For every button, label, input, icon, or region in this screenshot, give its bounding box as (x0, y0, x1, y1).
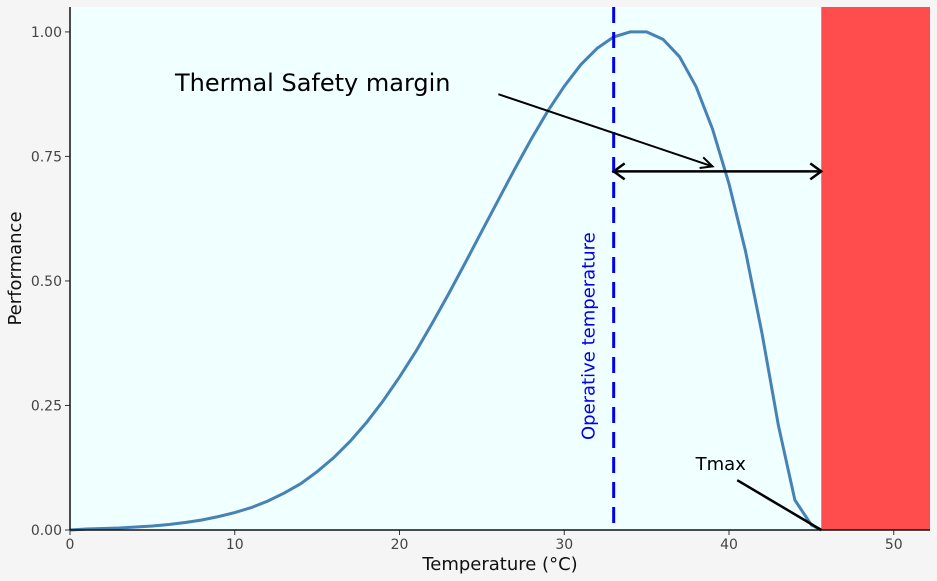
y-tick-label: 1.00 (31, 25, 62, 41)
y-tick-label: 0.00 (31, 523, 62, 539)
x-tick-label: 50 (885, 537, 903, 553)
operative-temperature-label: Operative temperature (579, 232, 600, 440)
x-axis-ticks: 0 10 20 30 40 50 (66, 530, 903, 553)
danger-zone (821, 7, 930, 530)
y-tick-label: 0.75 (31, 149, 62, 165)
safety-margin-pointer-arrowhead (699, 156, 715, 169)
safety-margin-arrowhead-left (611, 162, 626, 181)
y-axis-title: Performance (5, 211, 26, 325)
y-tick-label: 0.25 (31, 398, 62, 414)
x-tick-label: 20 (391, 537, 409, 553)
y-tick-label: 0.50 (31, 274, 62, 290)
x-tick-label: 0 (66, 537, 75, 553)
safety-margin-pointer-line (498, 93, 713, 168)
x-axis-title: Temperature (°C) (421, 554, 577, 575)
safety-margin-arrowhead-right (809, 162, 824, 181)
y-axis-ticks: 0.00 0.25 0.50 0.75 1.00 (31, 25, 70, 539)
safety-margin-label: Thermal Safety margin (174, 69, 451, 97)
tmax-pointer-line (736, 479, 822, 532)
x-tick-label: 40 (720, 537, 738, 553)
tmax-label: Tmax (695, 454, 747, 475)
x-tick-label: 10 (226, 537, 244, 553)
x-tick-label: 30 (555, 537, 573, 553)
performance-curve (69, 30, 822, 532)
